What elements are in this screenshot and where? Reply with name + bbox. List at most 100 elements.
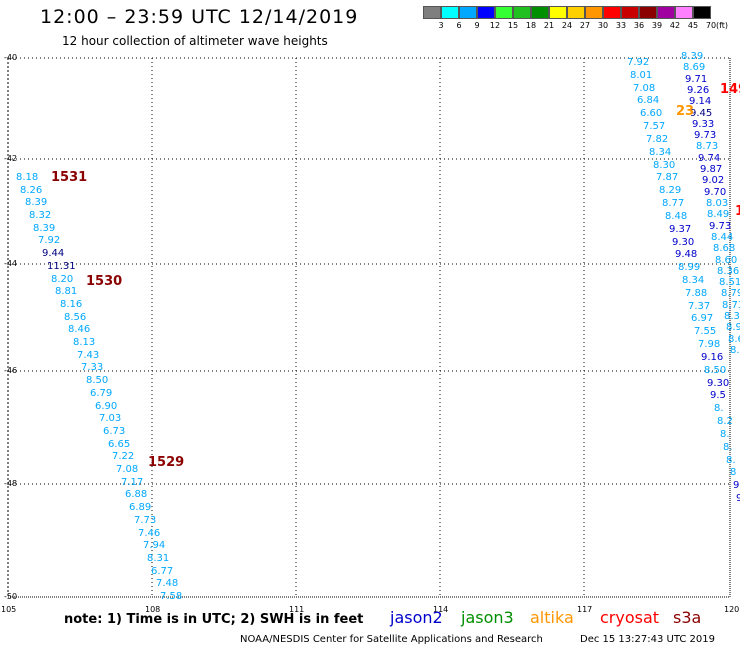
wave-height-value: 7.17	[121, 477, 144, 488]
lat-label-50: -50	[4, 592, 18, 601]
wave-height-value: 9.16	[701, 352, 724, 363]
wave-height-value: 8.	[723, 442, 733, 453]
satellite-cryosat: cryosat	[600, 608, 660, 627]
legend-swatch	[567, 6, 585, 19]
satellite-jason2: jason2	[390, 608, 443, 627]
wave-height-value: 8.34	[682, 275, 705, 286]
wave-height-value: 7.08	[633, 83, 656, 94]
lon-label-120: 120	[724, 605, 740, 614]
lon-label-117: 117	[577, 605, 593, 614]
wave-height-value: 6.77	[151, 566, 174, 577]
wave-height-value: 8.73	[696, 141, 719, 152]
wave-height-value: 8.13	[73, 337, 96, 348]
wave-height-value: 8.39	[33, 223, 56, 234]
wave-height-value: 8.16	[60, 299, 83, 310]
wave-height-value: 9.73	[709, 221, 732, 232]
wave-height-value: 8.60	[715, 255, 738, 266]
wave-height-value: 9.14	[689, 96, 712, 107]
wave-height-value: 8.73	[730, 345, 740, 356]
legend-swatch	[549, 6, 567, 19]
wave-height-value: 6.73	[103, 426, 126, 437]
track-label-edge: 1	[735, 204, 740, 219]
map-frame	[7, 57, 731, 598]
wave-height-value: 7.03	[99, 413, 122, 424]
wave-height-value: 8.77	[662, 198, 685, 209]
wave-height-value: 8.81	[55, 286, 78, 297]
wave-height-value: 7.92	[627, 57, 650, 68]
wave-height-value: 8.48	[665, 211, 688, 222]
wave-height-value: 8.	[720, 429, 730, 440]
lon-label-114: 114	[433, 605, 449, 614]
credit-text: NOAA/NESDIS Center for Satellite Applica…	[240, 634, 543, 645]
wave-height-value: 8.35	[724, 311, 740, 322]
wave-height-value: 9	[736, 493, 740, 504]
wave-height-value: 6.65	[108, 439, 131, 450]
wave-height-value: 8.18	[16, 172, 39, 183]
wave-height-value: 7.37	[688, 301, 711, 312]
lon-label-105: 105	[1, 605, 17, 614]
wave-height-value: 8.	[714, 403, 724, 414]
wave-height-value: 9.5	[710, 390, 726, 401]
wave-height-value: 6.97	[691, 313, 714, 324]
legend-label: 33	[615, 21, 627, 30]
wave-height-value: 9.48	[675, 249, 698, 260]
wave-height-value: 9.37	[669, 224, 692, 235]
wave-height-value: 8.50	[704, 365, 727, 376]
legend-label: 42	[669, 21, 681, 30]
legend-swatch	[585, 6, 603, 19]
wave-height-value: 9.44	[42, 248, 65, 259]
wave-height-value: 9.30	[672, 237, 695, 248]
generated-timestamp: Dec 15 13:27:43 UTC 2019	[580, 634, 715, 645]
wave-height-value: 8.	[726, 455, 736, 466]
wave-height-value: 7.08	[116, 464, 139, 475]
wave-height-value: 6.84	[637, 95, 660, 106]
satellite-s3a: s3a	[673, 608, 702, 627]
wave-height-value: 8.30	[653, 160, 676, 171]
wave-height-value: 8.49	[707, 209, 730, 220]
wave-height-value: 8.56	[64, 312, 87, 323]
legend-label: 39	[651, 21, 663, 30]
wave-height-value: 7.73	[134, 515, 157, 526]
wave-height-value: 8.93	[726, 322, 740, 333]
lat-label-46: -46	[4, 366, 18, 375]
legend-label: 3	[438, 21, 444, 30]
track-label-149: 149	[720, 82, 740, 97]
track-label-1530: 1530	[86, 274, 123, 289]
wave-height-value: 9.74	[698, 153, 721, 164]
lat-label-44: -44	[4, 259, 18, 268]
wave-height-value: 7.48	[156, 578, 179, 589]
units-note: note: 1) Time is in UTC; 2) SWH is in fe…	[64, 612, 364, 627]
legend-label: 15	[507, 21, 519, 30]
wave-height-value: 7.94	[143, 540, 166, 551]
wave-height-value: 6.60	[640, 108, 663, 119]
legend-unit: (ft)	[716, 21, 729, 30]
wave-height-value: 9.45	[690, 108, 713, 119]
wave-height-value: 6.79	[90, 388, 113, 399]
lon-label-108: 108	[145, 605, 161, 614]
lat-label-48: -48	[4, 479, 18, 488]
legend-swatch	[495, 6, 513, 19]
wave-height-value: 8.34	[649, 147, 672, 158]
wave-height-value: 7.46	[138, 528, 161, 539]
wave-height-value: 7.92	[38, 235, 61, 246]
legend-swatch	[423, 6, 441, 19]
wave-height-value: 7.98	[698, 339, 721, 350]
wave-height-value: 6.88	[125, 489, 148, 500]
wave-height-value: 8.68	[713, 243, 736, 254]
legend-swatch	[531, 6, 549, 19]
legend-swatch	[477, 6, 495, 19]
wave-height-value: 8.20	[51, 274, 74, 285]
wave-height-value: 7.57	[643, 121, 666, 132]
wave-height-value: 8.99	[678, 262, 701, 273]
lat-label-40: -40	[4, 53, 18, 62]
legend-swatch	[513, 6, 531, 19]
lat-label-42: -42	[4, 154, 18, 163]
wave-height-value: 8.2	[717, 416, 733, 427]
wave-height-value: 8.29	[659, 185, 682, 196]
legend-label: 12	[489, 21, 501, 30]
wave-height-value: 8.46	[68, 324, 91, 335]
wave-height-value: 7.33	[81, 362, 104, 373]
track-label-1531: 1531	[51, 170, 88, 185]
